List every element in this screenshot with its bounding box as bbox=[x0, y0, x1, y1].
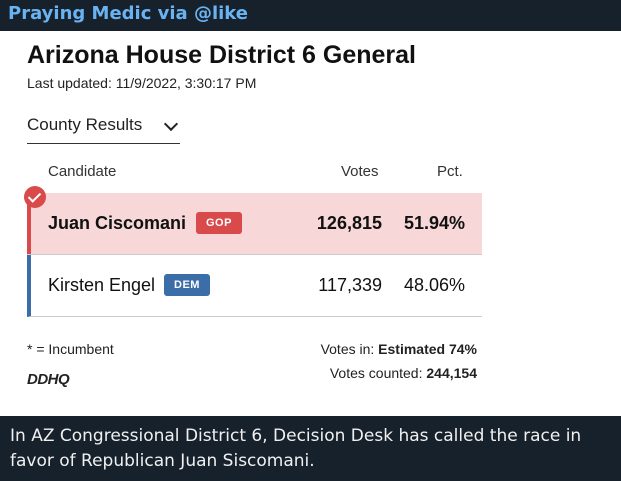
votes-counted-value: 244,154 bbox=[426, 365, 477, 381]
candidate-votes: 117,339 bbox=[318, 275, 382, 295]
votes-in-label: Votes in: bbox=[320, 341, 375, 357]
author-name[interactable]: Praying Medic via @like bbox=[8, 3, 248, 24]
votes-counted-label: Votes counted: bbox=[329, 365, 423, 381]
message-header: Praying Medic via @like bbox=[0, 0, 621, 31]
race-title: Arizona House District 6 General bbox=[27, 41, 417, 69]
message-caption: In AZ Congressional District 6, Decision… bbox=[10, 426, 582, 471]
votes-in-value: Estimated 74% bbox=[378, 341, 477, 357]
header-votes: Votes bbox=[341, 163, 379, 180]
candidate-row: Kirsten Engel DEM 117,339 48.06% bbox=[27, 255, 482, 317]
candidate-name: Kirsten Engel bbox=[48, 275, 156, 295]
candidate-pct: 51.94% bbox=[403, 213, 465, 233]
last-updated: Last updated: 11/9/2022, 3:30:17 PM bbox=[27, 75, 257, 91]
votes-counted: Votes counted: 244,154 bbox=[330, 365, 477, 381]
header-pct: Pct. bbox=[437, 163, 463, 180]
candidate-row: Juan Ciscomani GOP 126,815 51.94% bbox=[27, 193, 482, 254]
winner-check-icon bbox=[24, 186, 46, 208]
county-results-dropdown[interactable]: County Results bbox=[27, 115, 180, 144]
candidate-name: Juan Ciscomani bbox=[48, 213, 187, 233]
party-badge: GOP bbox=[196, 212, 242, 234]
party-badge: DEM bbox=[164, 274, 210, 296]
votes-in: Votes in: Estimated 74% bbox=[321, 341, 477, 357]
row-divider bbox=[27, 254, 482, 255]
race-results-card: Arizona House District 6 General Last up… bbox=[0, 31, 621, 416]
header-candidate: Candidate bbox=[48, 163, 117, 180]
chevron-down-icon bbox=[163, 116, 179, 132]
candidate-votes: 126,815 bbox=[316, 213, 382, 233]
incumbent-note: * = Incumbent bbox=[27, 341, 114, 357]
dropdown-label: County Results bbox=[27, 115, 143, 134]
candidate-pct: 48.06% bbox=[403, 275, 465, 295]
ddhq-logo: DDHQ bbox=[27, 371, 70, 388]
